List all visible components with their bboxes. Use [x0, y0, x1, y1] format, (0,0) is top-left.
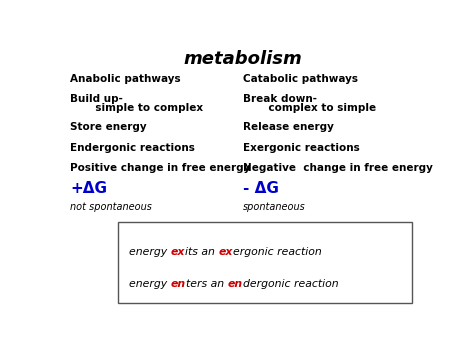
Text: en: en	[228, 279, 243, 289]
Text: its an: its an	[185, 247, 219, 257]
Text: Anabolic pathways: Anabolic pathways	[70, 74, 181, 84]
Text: Catabolic pathways: Catabolic pathways	[243, 74, 358, 84]
Text: Negative  change in free energy: Negative change in free energy	[243, 163, 433, 173]
Text: simple to complex: simple to complex	[70, 103, 203, 113]
Text: ergonic reaction: ergonic reaction	[233, 247, 321, 257]
Text: not spontaneous: not spontaneous	[70, 202, 152, 212]
Text: Exergonic reactions: Exergonic reactions	[243, 143, 360, 153]
Text: spontaneous: spontaneous	[243, 202, 306, 212]
Text: metabolism: metabolism	[183, 50, 302, 68]
Text: Build up-: Build up-	[70, 94, 123, 104]
Text: - ΔG: - ΔG	[243, 180, 279, 196]
Text: dergonic reaction: dergonic reaction	[243, 279, 338, 289]
Text: energy: energy	[129, 279, 171, 289]
Text: +ΔG: +ΔG	[70, 180, 107, 196]
Text: Store energy: Store energy	[70, 122, 147, 132]
Text: Release energy: Release energy	[243, 122, 334, 132]
Text: Endergonic reactions: Endergonic reactions	[70, 143, 195, 153]
Text: Break down-: Break down-	[243, 94, 317, 104]
Text: ex: ex	[171, 247, 185, 257]
Text: en: en	[171, 279, 186, 289]
Text: complex to simple: complex to simple	[243, 103, 376, 113]
Text: energy: energy	[129, 247, 171, 257]
Text: Positive change in free energy: Positive change in free energy	[70, 163, 251, 173]
Text: ex: ex	[219, 247, 233, 257]
Text: ters an: ters an	[186, 279, 228, 289]
FancyBboxPatch shape	[118, 222, 412, 303]
